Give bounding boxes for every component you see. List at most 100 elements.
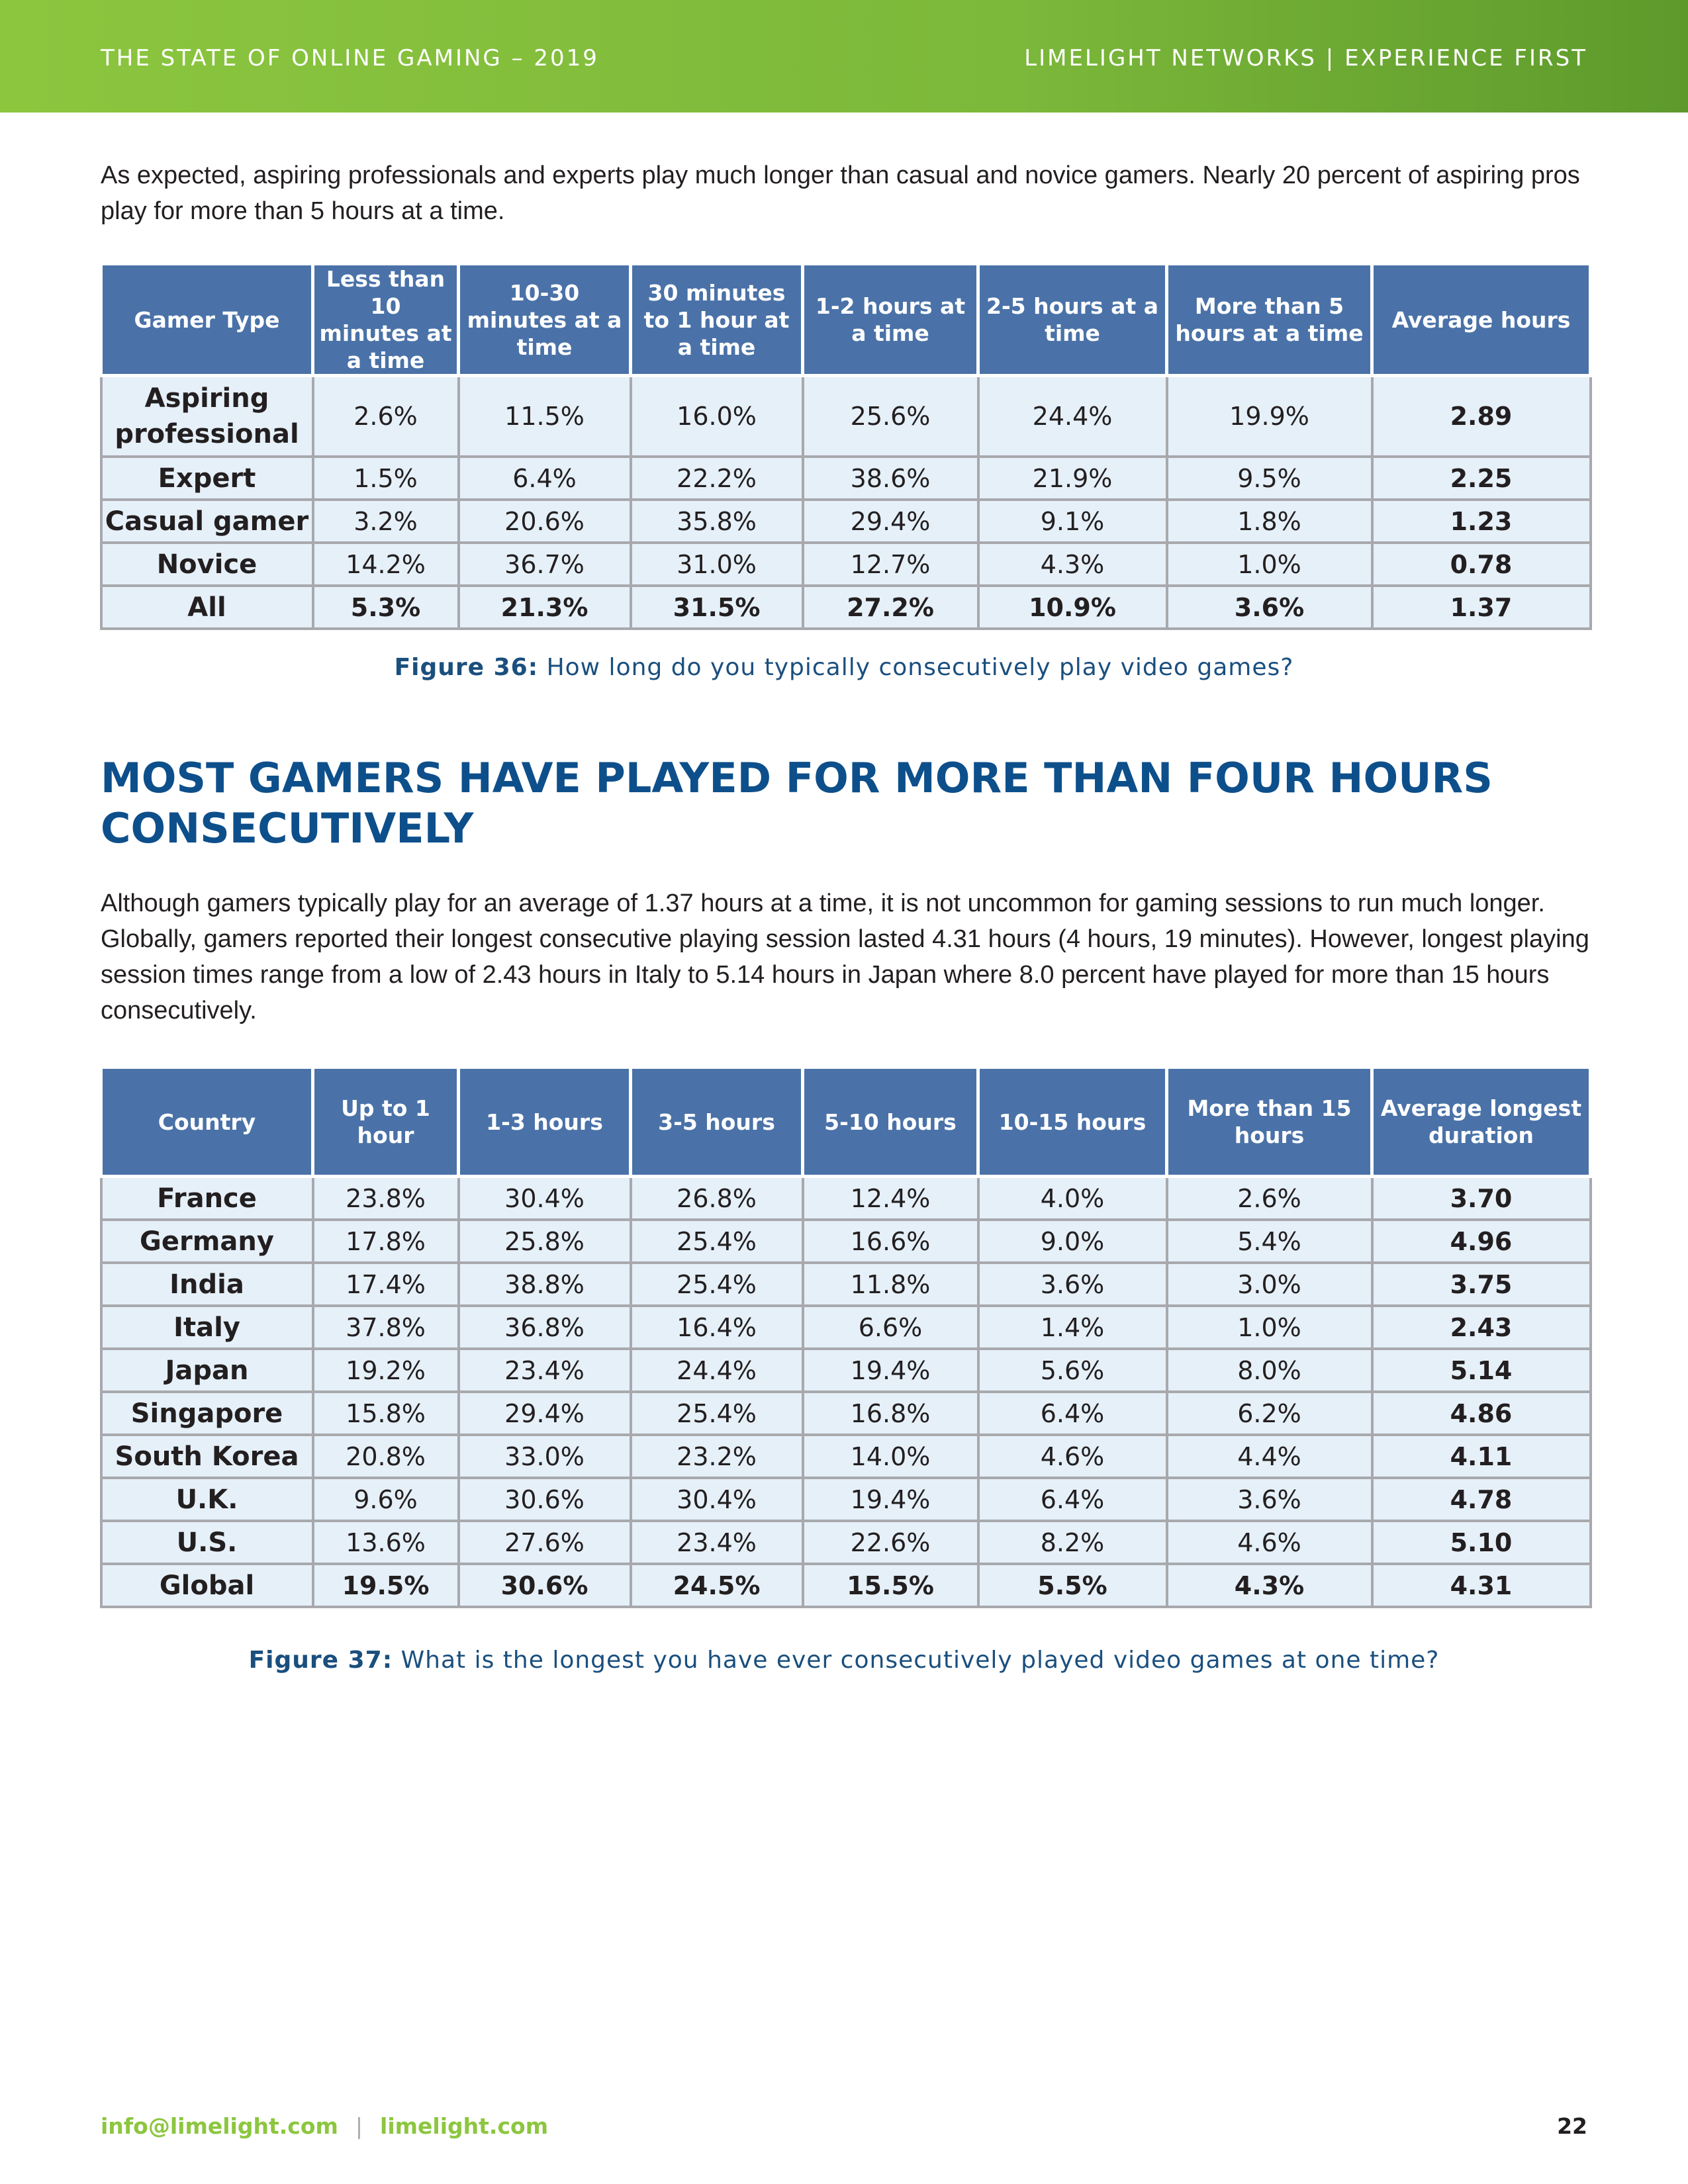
- table-cell: 3.2%: [311, 498, 460, 544]
- table-cell: 33.0%: [457, 1433, 632, 1479]
- table-cell: 5.4%: [1165, 1218, 1374, 1264]
- table-cell: 37.8%: [311, 1304, 460, 1350]
- average-cell: 4.11: [1370, 1433, 1592, 1479]
- intro-paragraph: As expected, aspiring professionals and …: [101, 161, 1580, 225]
- table-cell: 1.8%: [1165, 498, 1374, 544]
- row-label: Italy: [99, 1304, 314, 1350]
- table-cell: 9.0%: [976, 1218, 1168, 1264]
- table-cell: 25.6%: [801, 374, 980, 458]
- average-cell: 2.89: [1370, 374, 1592, 458]
- table-cell: 25.4%: [629, 1261, 804, 1307]
- table-cell: 11.8%: [801, 1261, 980, 1307]
- footer-contact: info@limelight.com | limelight.com: [101, 2113, 548, 2139]
- table-cell: 15.8%: [311, 1390, 460, 1436]
- table-header-row: Gamer Type Less than 10 minutes at a tim…: [99, 262, 1592, 377]
- table-cell: 19.5%: [311, 1563, 460, 1608]
- table-row: U.S. 13.6% 27.6% 23.4% 22.6% 8.2% 4.6% 5…: [99, 1520, 1592, 1565]
- website-link[interactable]: limelight.com: [380, 2113, 549, 2139]
- row-label: Casual gamer: [99, 498, 314, 544]
- table-cell: 5.3%: [311, 584, 460, 630]
- table-cell: 6.4%: [976, 1477, 1168, 1522]
- table-cell: 38.6%: [801, 455, 980, 501]
- table-cell: 30.6%: [457, 1477, 632, 1522]
- row-label: U.K.: [99, 1477, 314, 1522]
- table-cell: 16.4%: [629, 1304, 804, 1350]
- row-label: Expert: [99, 455, 314, 501]
- table-cell: 22.6%: [801, 1520, 980, 1565]
- table-cell: 29.4%: [801, 498, 980, 544]
- table-cell: 21.3%: [457, 584, 632, 630]
- column-header: 10-15 hours: [976, 1066, 1168, 1178]
- table-cell: 36.7%: [457, 541, 632, 587]
- figure-caption-text: What is the longest you have ever consec…: [400, 1647, 1440, 1674]
- table-row: South Korea 20.8% 33.0% 23.2% 14.0% 4.6%…: [99, 1433, 1592, 1479]
- column-header: Country: [99, 1066, 314, 1178]
- column-header: 1-2 hours at a time: [801, 262, 980, 377]
- table-cell: 9.6%: [311, 1477, 460, 1522]
- table-cell: 36.8%: [457, 1304, 632, 1350]
- table-cell: 4.6%: [1165, 1520, 1374, 1565]
- table-cell: 1.5%: [311, 455, 460, 501]
- row-label: Global: [99, 1563, 314, 1608]
- table-cell: 20.6%: [457, 498, 632, 544]
- average-cell: 4.86: [1370, 1390, 1592, 1436]
- table-cell: 25.4%: [629, 1218, 804, 1264]
- column-header: Less than 10 minutes at a time: [311, 262, 460, 377]
- table-cell: 29.4%: [457, 1390, 632, 1436]
- table-cell: 19.4%: [801, 1347, 980, 1393]
- average-cell: 5.10: [1370, 1520, 1592, 1565]
- page-number: 22: [1557, 2113, 1587, 2139]
- table-cell: 15.5%: [801, 1563, 980, 1608]
- figure-label: Figure 36:: [394, 654, 539, 681]
- column-header: More than 15 hours: [1165, 1066, 1374, 1178]
- average-cell: 4.78: [1370, 1477, 1592, 1522]
- table-cell: 6.2%: [1165, 1390, 1374, 1436]
- gamer-type-table: Gamer Type Less than 10 minutes at a tim…: [99, 262, 1592, 630]
- table-cell: 6.4%: [457, 455, 632, 501]
- table-cell: 25.8%: [457, 1218, 632, 1264]
- table-cell: 6.4%: [976, 1390, 1168, 1436]
- figure-caption-text: How long do you typically consecutively …: [546, 654, 1294, 681]
- table-cell: 30.6%: [457, 1563, 632, 1608]
- table-cell: 26.8%: [629, 1175, 804, 1221]
- column-header: Up to 1 hour: [311, 1066, 460, 1178]
- average-cell: 5.14: [1370, 1347, 1592, 1393]
- table-cell: 11.5%: [457, 374, 632, 458]
- figure-caption: Figure 37: What is the longest you have …: [0, 1647, 1688, 1674]
- country-table: Country Up to 1 hour 1-3 hours 3-5 hours…: [99, 1066, 1592, 1608]
- column-header: Average hours: [1370, 262, 1592, 377]
- section-heading: MOST GAMERS HAVE PLAYED FOR MORE THAN FO…: [101, 754, 1493, 852]
- table-cell: 4.4%: [1165, 1433, 1374, 1479]
- table-cell: 17.4%: [311, 1261, 460, 1307]
- table-cell: 14.2%: [311, 541, 460, 587]
- table-cell: 9.5%: [1165, 455, 1374, 501]
- row-label: Novice: [99, 541, 314, 587]
- table-cell: 16.6%: [801, 1218, 980, 1264]
- table-cell: 23.2%: [629, 1433, 804, 1479]
- email-link[interactable]: info@limelight.com: [101, 2113, 338, 2139]
- average-cell: 0.78: [1370, 541, 1592, 587]
- column-header: 10-30 minutes at a time: [457, 262, 632, 377]
- table-cell: 3.6%: [1165, 584, 1374, 630]
- table-cell: 5.5%: [976, 1563, 1168, 1608]
- average-cell: 4.31: [1370, 1563, 1592, 1608]
- table-cell: 24.4%: [976, 374, 1168, 458]
- table-cell: 16.0%: [629, 374, 804, 458]
- table-cell: 27.2%: [801, 584, 980, 630]
- table-cell: 14.0%: [801, 1433, 980, 1479]
- table-cell: 2.6%: [1165, 1175, 1374, 1221]
- table-cell: 4.0%: [976, 1175, 1168, 1221]
- row-label: U.S.: [99, 1520, 314, 1565]
- average-cell: 2.43: [1370, 1304, 1592, 1350]
- column-header: Gamer Type: [99, 262, 314, 377]
- table-row: Singapore 15.8% 29.4% 25.4% 16.8% 6.4% 6…: [99, 1390, 1592, 1436]
- table-cell: 23.4%: [629, 1520, 804, 1565]
- page-header-bar: THE STATE OF ONLINE GAMING – 2019 LIMELI…: [0, 0, 1688, 113]
- table-cell: 4.3%: [1165, 1563, 1374, 1608]
- table-cell: 35.8%: [629, 498, 804, 544]
- table-cell: 4.3%: [976, 541, 1168, 587]
- table-row-total: Global 19.5% 30.6% 24.5% 15.5% 5.5% 4.3%…: [99, 1563, 1592, 1608]
- table-cell: 23.8%: [311, 1175, 460, 1221]
- table-row: Expert 1.5% 6.4% 22.2% 38.6% 21.9% 9.5% …: [99, 455, 1592, 501]
- table-cell: 24.5%: [629, 1563, 804, 1608]
